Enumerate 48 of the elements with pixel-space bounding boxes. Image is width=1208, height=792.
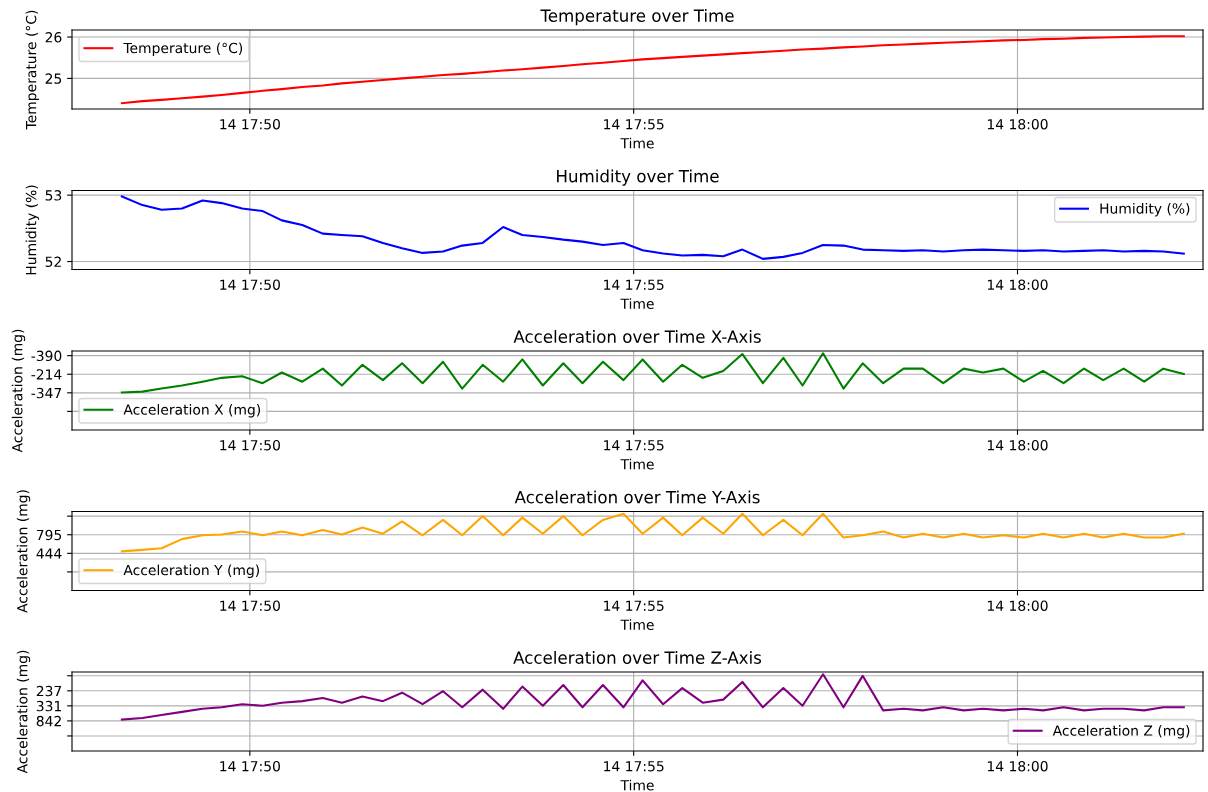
x-axis-title: Time: [620, 137, 654, 149]
x-tick-label: 14 17:50: [220, 600, 280, 611]
chart-title: Acceleration over Time Z-Axis: [513, 651, 762, 664]
x-tick-label: 14 17:50: [220, 439, 280, 451]
y-axis-title: Humidity (%): [25, 185, 40, 275]
x-tick-label: 14 17:55: [604, 600, 664, 611]
chart-title: Temperature over Time: [540, 9, 734, 26]
legend-label: Temperature (°C): [123, 42, 243, 56]
x-tick-label: 14 17:50: [220, 118, 280, 130]
x-tick-label: 14 17:55: [604, 440, 664, 451]
category-label: 237: [36, 685, 62, 697]
y-tick-label: 26: [45, 32, 62, 43]
category-label: 795: [36, 529, 62, 541]
x-axis-title: Time: [620, 779, 654, 791]
x-tick-label: 14 17:50: [220, 760, 280, 772]
legend-label: Acceleration X (mg): [123, 404, 261, 418]
chart-title: Humidity over Time: [557, 169, 719, 186]
x-tick-label: 14 17:55: [604, 119, 664, 130]
category-label: -214: [31, 369, 62, 380]
y-axis-title: Temperature (°C): [25, 10, 40, 130]
chart-title: Acceleration over Time X-Axis: [513, 330, 761, 343]
x-tick-label: 14 18:00: [987, 118, 1048, 130]
x-tick-label: 14 18:00: [987, 439, 1048, 451]
category-label: 331: [36, 700, 61, 712]
x-axis-title: Time: [620, 458, 654, 470]
x-axis-title: Time: [620, 619, 654, 630]
x-tick-label: 14 17:55: [604, 761, 664, 772]
x-tick-label: 14 18:00: [987, 760, 1048, 772]
y-axis-title: Acceleration (mg): [16, 650, 31, 774]
chart-title: Acceleration over Time Y-Axis: [514, 490, 760, 504]
category-label: -390: [31, 350, 62, 362]
category-label: -347: [31, 387, 62, 399]
y-axis-title: Acceleration (mg): [11, 329, 26, 453]
category-label: 444: [36, 548, 62, 559]
x-tick-label: 14 17:50: [220, 279, 280, 290]
line-series: [120, 35, 1185, 105]
y-tick-label: 25: [45, 73, 62, 84]
x-tick-label: 14 18:00: [987, 279, 1048, 290]
y-axis-title: Acceleration (mg): [16, 490, 31, 613]
x-axis-title: Time: [620, 298, 654, 309]
y-tick-label: 52: [45, 256, 61, 268]
legend-label: Humidity (%): [1100, 203, 1190, 217]
x-tick-label: 14 17:55: [604, 279, 664, 290]
x-tick-label: 14 18:00: [987, 600, 1048, 611]
category-label: 842: [36, 715, 61, 727]
legend-label: Acceleration Z (mg): [1052, 725, 1190, 739]
legend-label: Acceleration Y (mg): [123, 564, 259, 578]
y-tick-label: 53: [45, 190, 62, 201]
